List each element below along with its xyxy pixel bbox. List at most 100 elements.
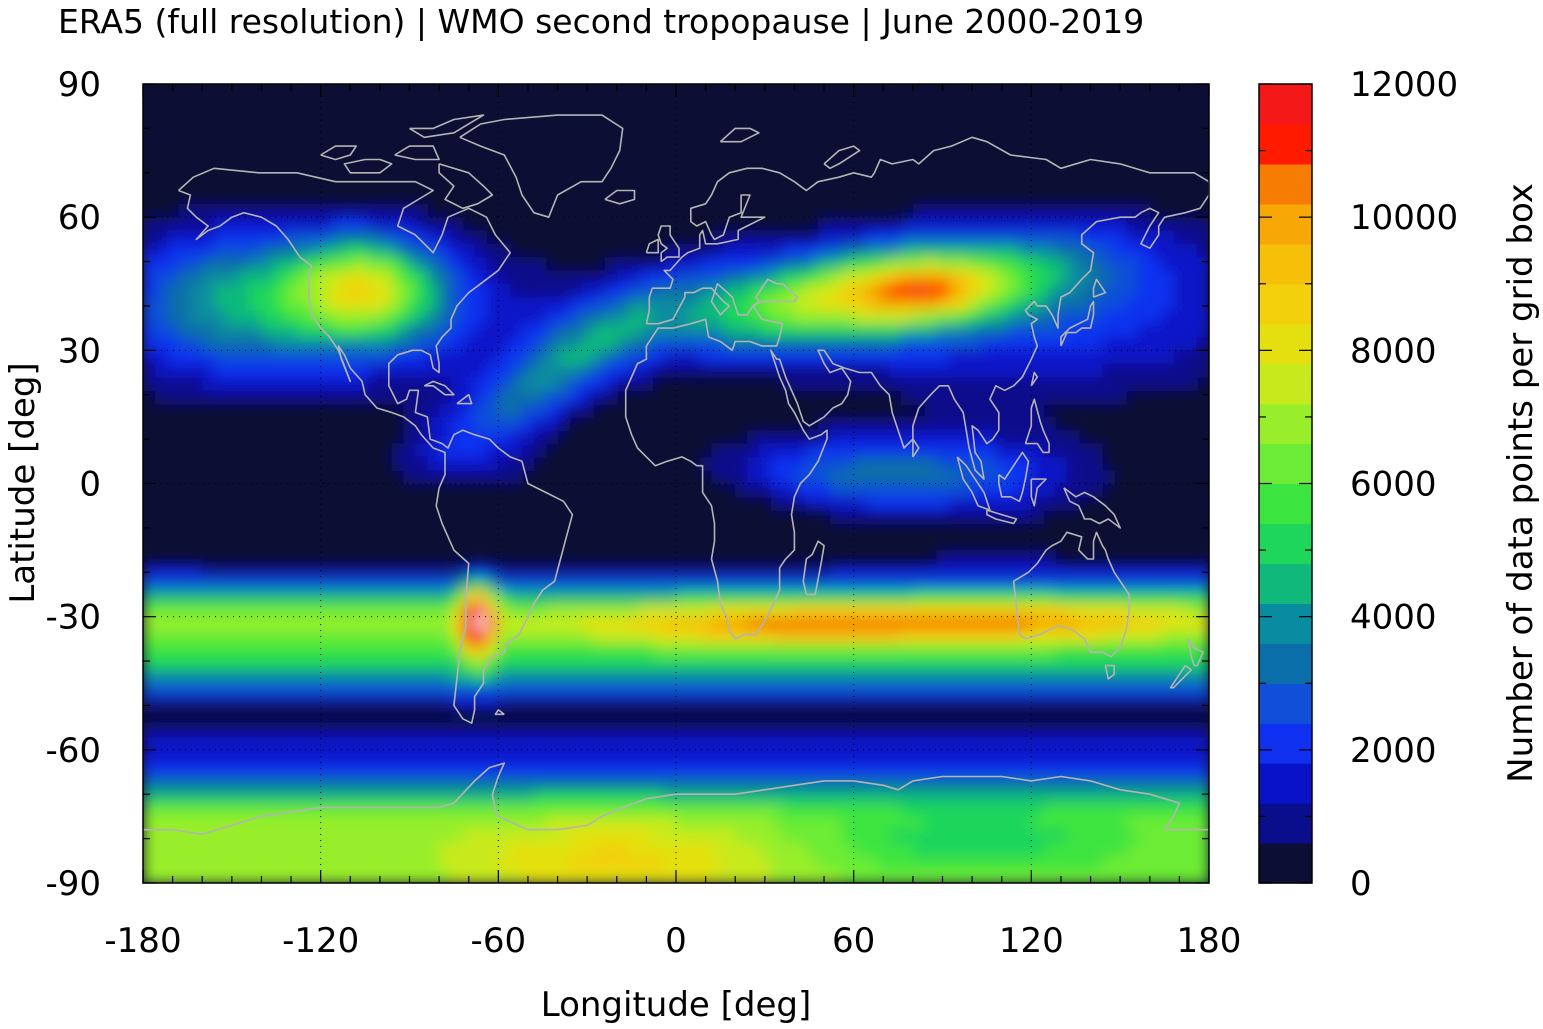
heat-cell	[474, 749, 488, 764]
heat-cell	[1102, 603, 1115, 618]
heat-cell	[486, 630, 500, 645]
heat-cell	[225, 297, 239, 312]
heat-cell	[498, 377, 511, 392]
heat-cell	[972, 230, 985, 245]
heat-cell	[1161, 669, 1175, 684]
heat-cell	[794, 723, 807, 738]
heat-cell	[984, 323, 997, 338]
heat-cell	[841, 270, 855, 285]
heat-cell	[202, 337, 215, 352]
heat-cell	[699, 270, 713, 285]
heat-cell	[143, 616, 156, 631]
heat-cell	[285, 696, 298, 711]
heat-cell	[972, 616, 985, 631]
heat-cell	[972, 803, 985, 818]
heat-cell	[758, 430, 772, 445]
heat-cell	[1043, 243, 1056, 258]
heat-cell	[1007, 390, 1021, 405]
heat-cell	[249, 749, 263, 764]
heat-cell	[877, 470, 890, 485]
heat-cell	[285, 350, 298, 365]
heat-cell	[379, 563, 393, 578]
heat-cell	[1090, 843, 1104, 858]
heat-cell	[747, 456, 760, 471]
heat-cell	[569, 723, 582, 738]
heat-cell	[1173, 257, 1187, 272]
heat-cell	[439, 616, 452, 631]
heat-cell	[285, 310, 298, 325]
heat-cell	[960, 337, 973, 352]
heat-cell	[735, 270, 748, 285]
heat-cell	[486, 856, 500, 871]
heat-cell	[356, 257, 369, 272]
heat-cell	[936, 763, 950, 778]
heat-cell	[1114, 616, 1127, 631]
heat-cell	[261, 736, 274, 751]
heat-cell	[379, 257, 393, 272]
heat-cell	[403, 576, 417, 591]
heat-cell	[806, 869, 819, 883]
heat-cell	[249, 683, 263, 698]
heat-cell	[1185, 749, 1198, 764]
heat-cell	[273, 829, 286, 844]
heat-cell	[735, 856, 748, 871]
heat-cell	[972, 337, 985, 352]
heat-cell	[924, 803, 938, 818]
heat-cell	[865, 576, 879, 591]
heat-cell	[178, 656, 192, 671]
heat-cell	[995, 283, 1009, 298]
heat-cell	[782, 723, 796, 738]
heat-cell	[225, 616, 239, 631]
heat-cell	[379, 749, 393, 764]
heat-cell	[249, 297, 263, 312]
heat-cell	[581, 630, 594, 645]
heat-cell	[297, 669, 310, 684]
heat-cell	[143, 217, 156, 232]
heat-cell	[297, 363, 310, 378]
heat-cell	[593, 643, 606, 658]
heat-cell	[368, 683, 381, 698]
heat-cell	[1173, 843, 1187, 858]
heat-cell	[190, 643, 203, 658]
heat-cell	[427, 443, 440, 458]
heat-cell	[960, 656, 973, 671]
heat-cell	[616, 297, 630, 312]
heat-cell	[830, 470, 843, 485]
heat-cell	[368, 243, 381, 258]
heat-cell	[1043, 337, 1056, 352]
heat-cell	[225, 816, 239, 831]
heat-cell	[758, 470, 772, 485]
heat-cell	[237, 283, 251, 298]
heat-cell	[214, 576, 227, 591]
heat-cell	[391, 603, 405, 618]
heat-cell	[960, 550, 973, 565]
heat-cell	[143, 576, 156, 591]
heat-cell	[308, 869, 322, 883]
heat-cell	[557, 350, 571, 365]
heat-cell	[285, 230, 298, 245]
heat-cell	[782, 683, 796, 698]
heat-cell	[451, 217, 464, 232]
heat-cell	[1090, 736, 1104, 751]
heat-cell	[1031, 563, 1044, 578]
heat-cell	[225, 763, 239, 778]
heat-cell	[237, 310, 251, 325]
heat-cell	[640, 723, 654, 738]
heat-cell	[225, 257, 239, 272]
heat-cell	[995, 430, 1009, 445]
heat-cell	[474, 323, 488, 338]
heat-cell	[1102, 310, 1115, 325]
heat-cell	[308, 683, 322, 698]
heat-cell	[687, 869, 701, 883]
heat-cell	[1055, 363, 1068, 378]
heat-cell	[865, 363, 879, 378]
heat-cell	[640, 816, 654, 831]
heat-cell	[154, 749, 168, 764]
heat-cell	[936, 297, 950, 312]
heat-cell	[1055, 377, 1068, 392]
heat-cell	[1031, 803, 1044, 818]
heat-cell	[178, 776, 192, 791]
heat-cell	[1090, 363, 1104, 378]
heat-cell	[486, 749, 500, 764]
heat-cell	[1126, 683, 1139, 698]
